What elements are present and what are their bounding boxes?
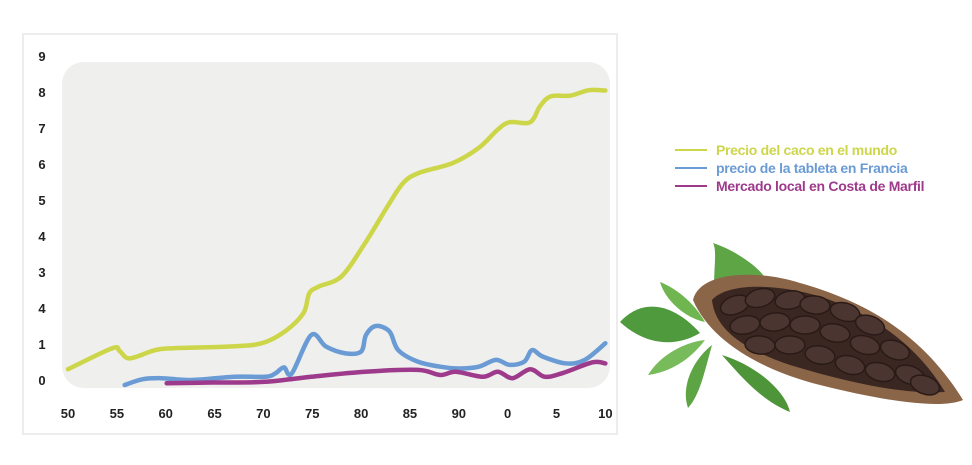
series-line-2 xyxy=(164,359,608,386)
cocoa-bean xyxy=(909,374,941,396)
legend: Precio del caco en el mundo precio de la… xyxy=(675,141,925,195)
chart-frame xyxy=(22,33,618,435)
legend-swatch xyxy=(675,167,707,169)
y-tick-label: 3 xyxy=(38,265,45,280)
legend-swatch xyxy=(675,185,707,187)
y-tick-label: 5 xyxy=(38,193,45,208)
y-tick-label: 4 xyxy=(38,229,46,244)
plot-background xyxy=(62,62,610,388)
x-tick-label: 70 xyxy=(256,406,270,421)
cocoa-bean xyxy=(819,323,851,343)
legend-item: Mercado local en Costa de Marfil xyxy=(675,177,925,195)
legend-item: precio de la tableta en Francia xyxy=(675,159,924,177)
cocoa-bean xyxy=(799,295,831,315)
x-tick-label: 0 xyxy=(504,406,511,421)
cocoa-bean xyxy=(849,334,881,356)
leaves xyxy=(620,243,790,412)
legend-item: Precio del caco en el mundo xyxy=(675,141,924,159)
y-tick-label: 1 xyxy=(38,337,45,352)
legend-label: Precio del caco en el mundo xyxy=(716,142,897,158)
cocoa-bean xyxy=(854,314,886,336)
cocoa-bean xyxy=(864,361,896,383)
legend-label: Mercado local en Costa de Marfil xyxy=(716,178,925,194)
x-tick-label: 80 xyxy=(354,406,368,421)
x-tick-label: 65 xyxy=(207,406,221,421)
y-tick-label: 0 xyxy=(38,373,45,388)
cocoa-bean xyxy=(774,335,806,355)
y-tick-label: 8 xyxy=(38,85,45,100)
x-tick-label: 75 xyxy=(305,406,319,421)
cocoa-bean xyxy=(789,315,821,335)
legend-label: precio de la tableta en Francia xyxy=(716,160,908,176)
x-tick-label: 60 xyxy=(158,406,172,421)
y-tick-label: 4 xyxy=(38,301,46,316)
cocoa-bean xyxy=(879,339,911,361)
cocoa-bean xyxy=(804,345,836,365)
cocoa-bean xyxy=(744,287,776,309)
y-tick-label: 7 xyxy=(38,121,45,136)
cocoa-bean xyxy=(834,354,866,376)
series-line-1 xyxy=(122,323,608,388)
legend-swatch xyxy=(675,149,707,151)
x-tick-label: 90 xyxy=(452,406,466,421)
y-tick-label: 9 xyxy=(38,49,45,64)
x-tick-label: 55 xyxy=(110,406,124,421)
x-tick-label: 5 xyxy=(553,406,560,421)
x-tick-label: 50 xyxy=(61,406,75,421)
x-tick-label: 85 xyxy=(403,406,417,421)
x-tick-label: 10 xyxy=(598,406,612,421)
cocoa-bean xyxy=(759,312,791,332)
series-line-0 xyxy=(65,87,608,372)
cocoa-beans xyxy=(719,287,941,396)
y-tick-label: 6 xyxy=(38,157,45,172)
